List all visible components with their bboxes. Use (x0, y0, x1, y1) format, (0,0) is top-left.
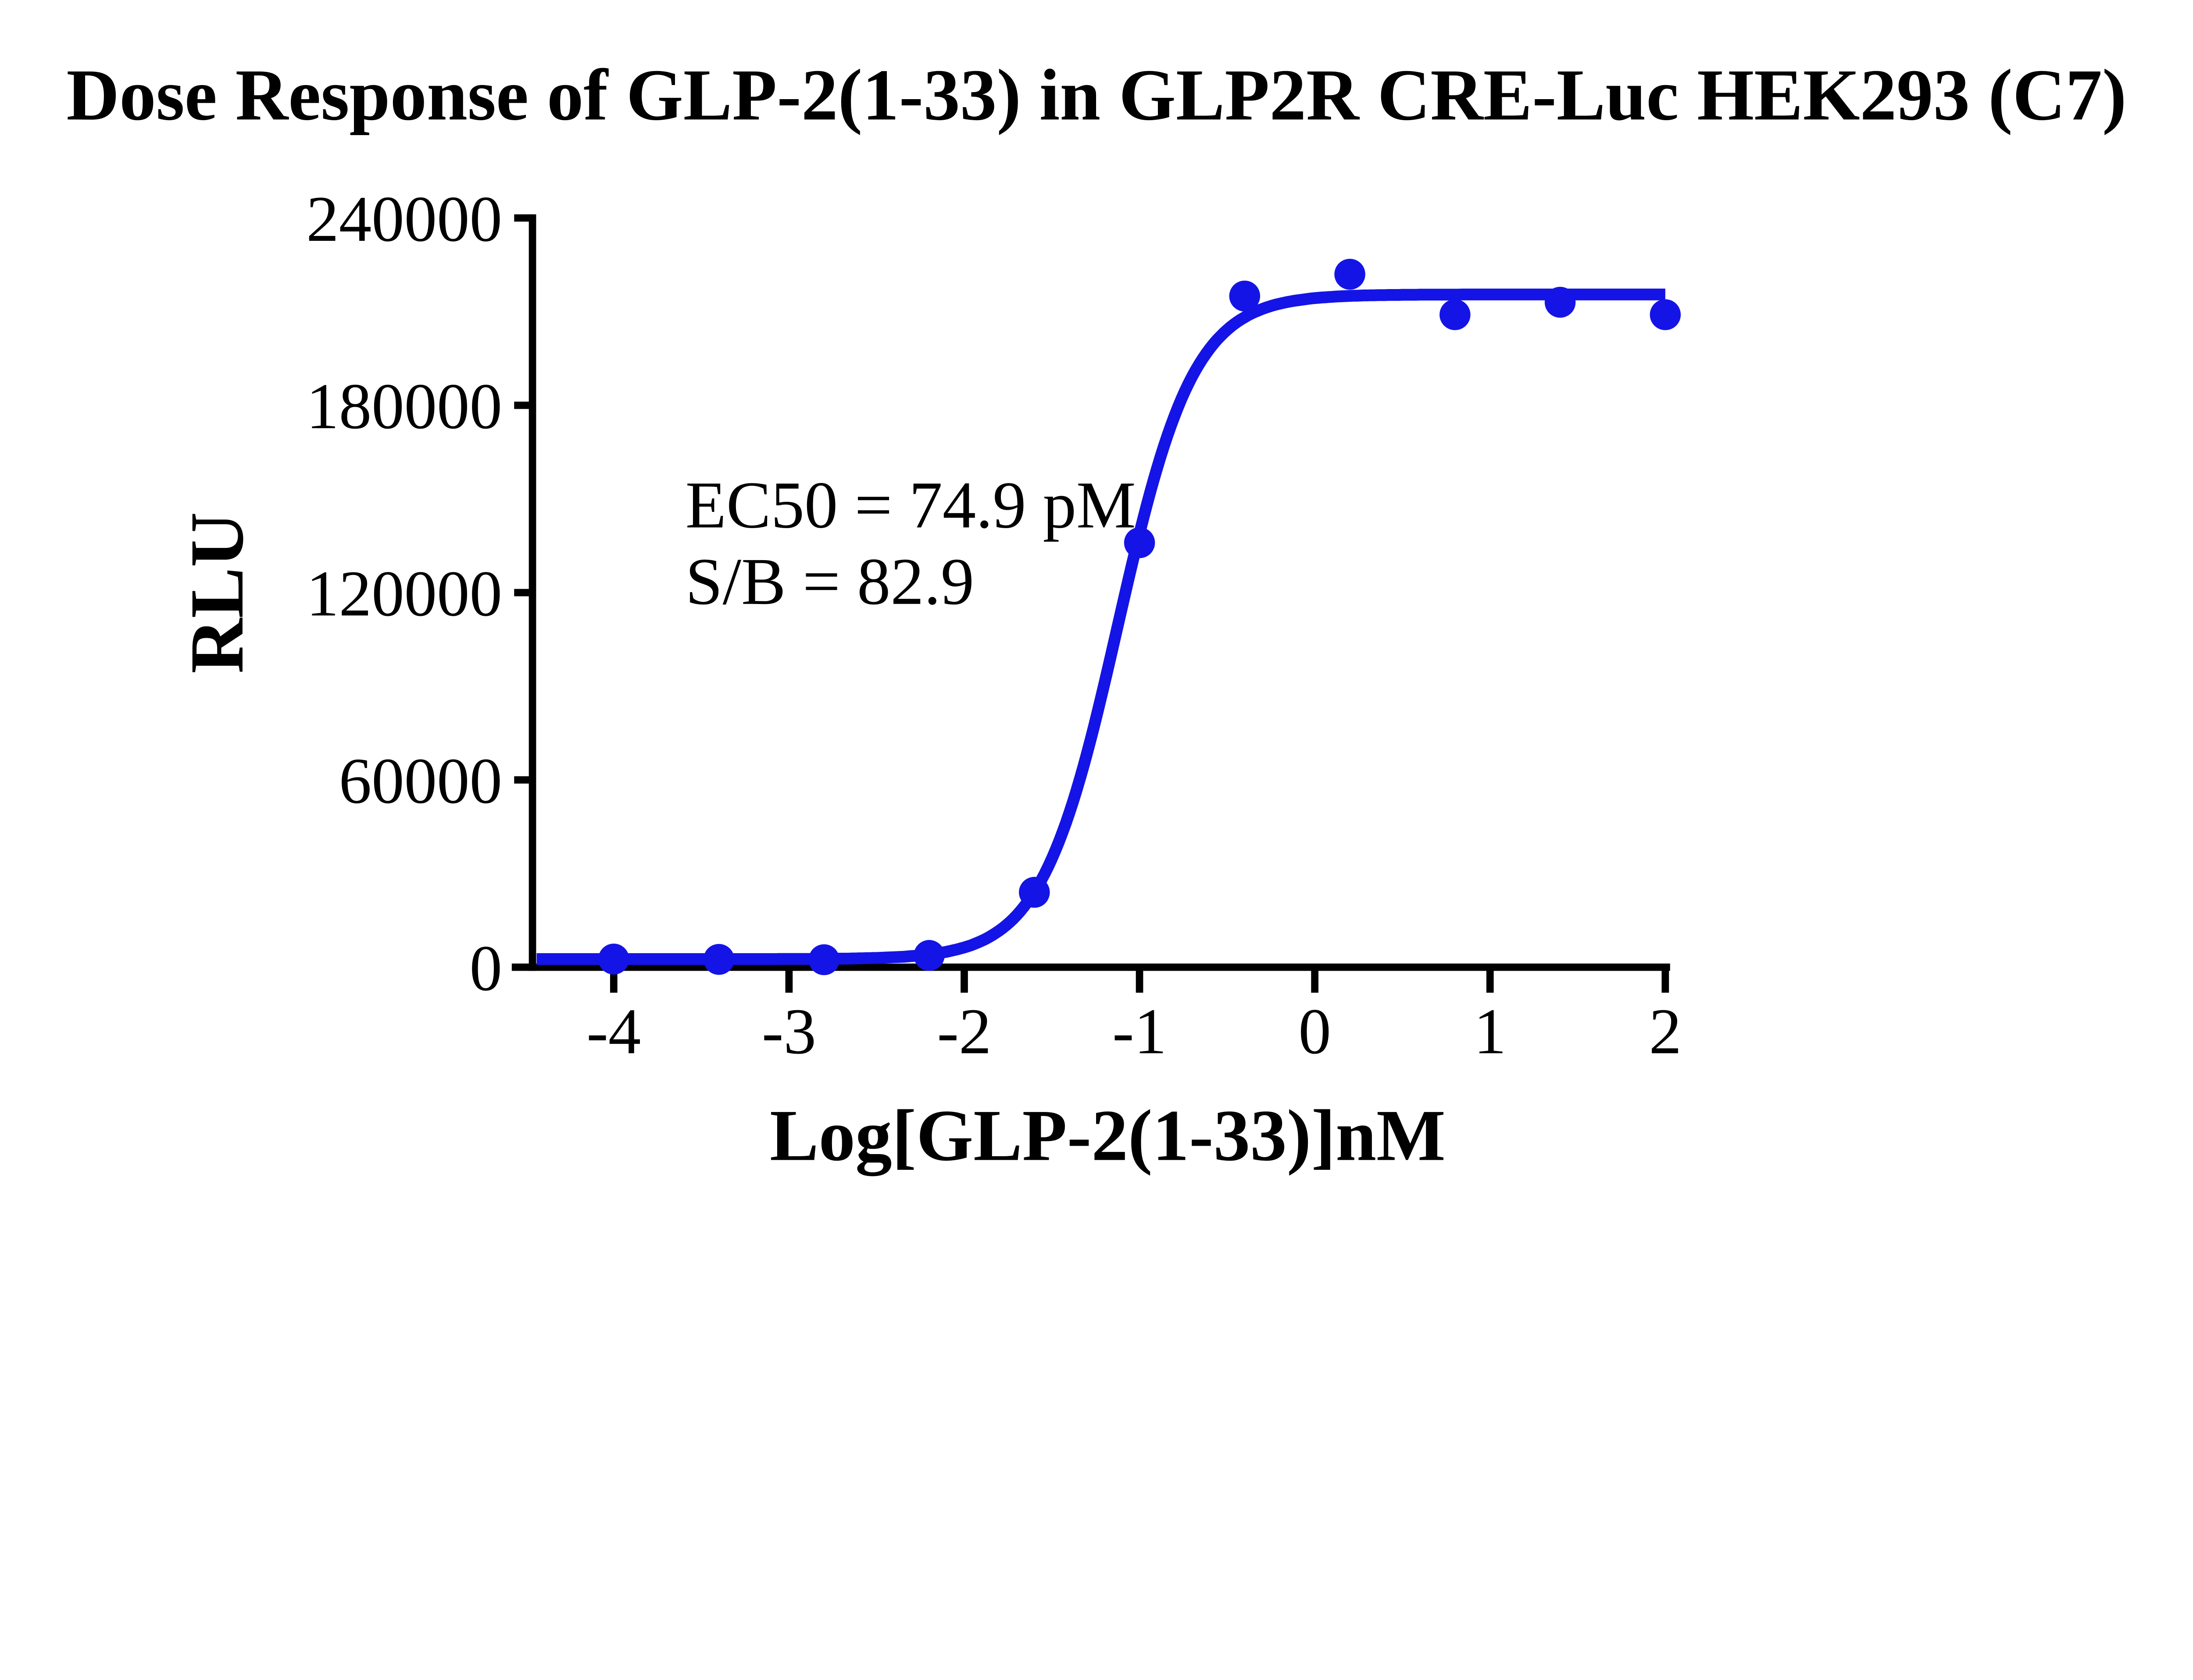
dose-response-figure: Dose Response of GLP-2(1-33) in GLP2R CR… (66, 54, 2127, 1176)
ec50-annotation: EC50 = 74.9 pM (686, 468, 1136, 542)
axes: 0 60000 120000 180000 240000 -4 -3 -2 -1 0 1 2 (306, 183, 1682, 1068)
data-point (1334, 258, 1365, 290)
dose-response-chart: Dose Response of GLP-2(1-33) in GLP2R CR… (66, 54, 2126, 1176)
y-tick-label: 240000 (306, 183, 502, 255)
x-tick-label: 1 (1474, 995, 1506, 1068)
y-tick-label: 120000 (306, 558, 502, 630)
y-tick-label: 0 (470, 932, 502, 1004)
data-point (808, 944, 840, 976)
x-tick-label: 0 (1298, 995, 1331, 1068)
data-point (1124, 527, 1155, 558)
fit-curve-layer (536, 288, 1665, 965)
chart-title: Dose Response of GLP-2(1-33) in GLP2R CR… (66, 54, 2126, 136)
x-tick-label: -1 (1112, 995, 1167, 1068)
data-points-layer (598, 258, 1681, 976)
x-tick-label: 2 (1649, 995, 1682, 1068)
x-tick-label: -4 (586, 995, 641, 1068)
y-axis-title: RLU (175, 512, 259, 673)
fit-curve (536, 288, 1665, 965)
data-point (703, 944, 735, 975)
data-point (1229, 280, 1261, 312)
x-tick-label: -3 (762, 995, 816, 1068)
y-tick-label: 60000 (339, 745, 502, 817)
x-tick-label: -2 (937, 995, 991, 1068)
data-point (1650, 299, 1681, 330)
data-point (1544, 286, 1576, 318)
data-point (1019, 877, 1050, 908)
x-axis-title: Log[GLP-2(1-33)]nM (770, 1095, 1446, 1176)
data-point (1439, 299, 1471, 330)
signal-background-annotation: S/B = 82.9 (686, 545, 974, 619)
data-point (598, 944, 629, 975)
data-point (914, 940, 945, 971)
y-tick-label: 180000 (306, 370, 502, 443)
